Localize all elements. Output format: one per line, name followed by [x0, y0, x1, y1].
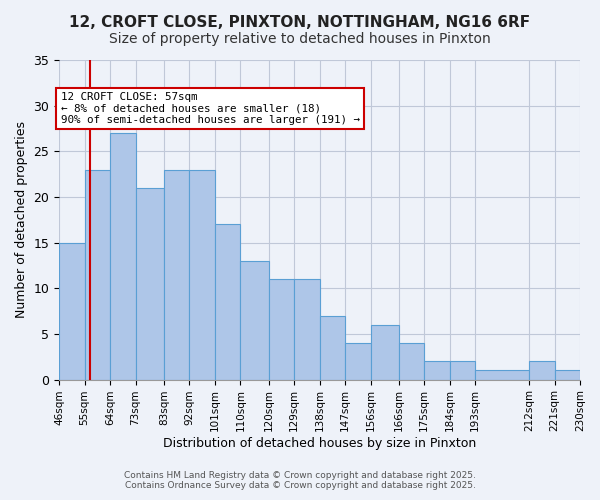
- Bar: [294, 279, 320, 380]
- Text: 12 CROFT CLOSE: 57sqm
← 8% of detached houses are smaller (18)
90% of semi-detac: 12 CROFT CLOSE: 57sqm ← 8% of detached h…: [61, 92, 359, 125]
- Text: Size of property relative to detached houses in Pinxton: Size of property relative to detached ho…: [109, 32, 491, 46]
- Bar: [475, 370, 529, 380]
- Bar: [164, 170, 190, 380]
- Bar: [215, 224, 241, 380]
- Bar: [320, 316, 345, 380]
- Bar: [85, 170, 110, 380]
- Bar: [190, 170, 215, 380]
- X-axis label: Distribution of detached houses by size in Pinxton: Distribution of detached houses by size …: [163, 437, 476, 450]
- Bar: [450, 362, 475, 380]
- Bar: [399, 343, 424, 380]
- Bar: [136, 188, 164, 380]
- Bar: [269, 279, 294, 380]
- Text: Contains HM Land Registry data © Crown copyright and database right 2025.
Contai: Contains HM Land Registry data © Crown c…: [124, 470, 476, 490]
- Bar: [424, 362, 450, 380]
- Bar: [241, 261, 269, 380]
- Bar: [554, 370, 580, 380]
- Text: 12, CROFT CLOSE, PINXTON, NOTTINGHAM, NG16 6RF: 12, CROFT CLOSE, PINXTON, NOTTINGHAM, NG…: [70, 15, 530, 30]
- Bar: [529, 362, 554, 380]
- Bar: [59, 242, 85, 380]
- Bar: [371, 325, 399, 380]
- Bar: [110, 133, 136, 380]
- Bar: [345, 343, 371, 380]
- Y-axis label: Number of detached properties: Number of detached properties: [15, 122, 28, 318]
